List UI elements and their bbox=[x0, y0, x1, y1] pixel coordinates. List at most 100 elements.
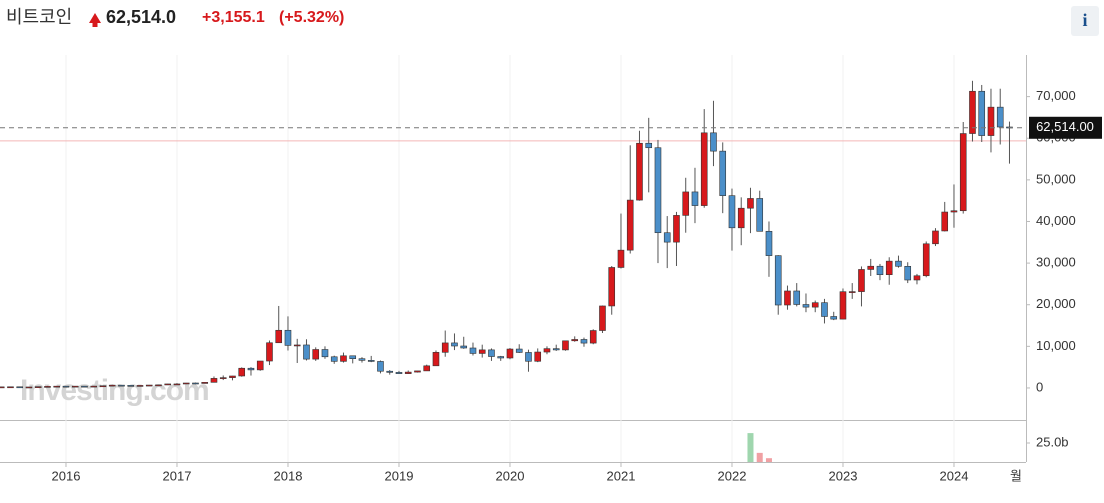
volume-tick-label: 25.0b bbox=[1036, 434, 1069, 449]
candle-body bbox=[506, 348, 514, 359]
candle-body bbox=[488, 349, 495, 357]
candle-body bbox=[821, 302, 828, 317]
x-tick-label: 2022 bbox=[718, 468, 747, 483]
candle-body bbox=[589, 330, 597, 344]
candle-body bbox=[377, 361, 384, 372]
candle-body bbox=[219, 377, 227, 379]
candle-body bbox=[53, 385, 61, 388]
candle-body bbox=[691, 191, 699, 206]
candle-body bbox=[682, 191, 690, 216]
candle-body bbox=[275, 329, 283, 344]
y-tick-label: 10,000 bbox=[1036, 338, 1076, 353]
candle-body bbox=[256, 360, 264, 371]
candle-body bbox=[423, 365, 431, 372]
candle-body bbox=[626, 199, 634, 251]
candle-body bbox=[238, 367, 246, 377]
candle-body bbox=[867, 265, 875, 270]
candle-body bbox=[784, 290, 791, 306]
candle-body bbox=[830, 316, 838, 320]
candle-body bbox=[774, 255, 782, 306]
candle-body bbox=[885, 260, 893, 276]
candle-body bbox=[913, 275, 921, 281]
candle-body bbox=[451, 342, 458, 347]
candle-body bbox=[543, 348, 551, 353]
candle-body bbox=[969, 90, 976, 134]
candle-body bbox=[441, 342, 449, 353]
candle-body bbox=[25, 386, 33, 389]
candle-body bbox=[756, 198, 764, 232]
candle-body bbox=[229, 375, 236, 378]
candle-body bbox=[608, 267, 616, 307]
candle-body bbox=[645, 142, 653, 149]
candle-body bbox=[728, 195, 736, 229]
candle-body bbox=[515, 348, 523, 353]
candle-body bbox=[404, 371, 412, 374]
x-tick-label: 2021 bbox=[607, 468, 636, 483]
candle-body bbox=[432, 352, 440, 367]
candle-body bbox=[959, 133, 967, 212]
candle-body bbox=[562, 340, 569, 351]
candle-body bbox=[580, 339, 588, 344]
candle-body bbox=[895, 260, 902, 267]
candle-body bbox=[247, 367, 255, 371]
candle-body bbox=[81, 385, 88, 388]
candle-body bbox=[293, 344, 301, 347]
candle-body bbox=[34, 386, 42, 388]
candle-body bbox=[941, 211, 949, 232]
candle-body bbox=[99, 385, 107, 388]
change: +3,155.1 bbox=[202, 9, 265, 26]
candle-body bbox=[210, 378, 218, 383]
candle-body bbox=[747, 198, 754, 209]
candle-body bbox=[497, 356, 505, 359]
y-tick-label: 20,000 bbox=[1036, 296, 1076, 311]
candle-body bbox=[460, 345, 468, 349]
x-tick-label: 2018 bbox=[274, 468, 303, 483]
candle-body bbox=[719, 150, 727, 196]
candle-body bbox=[469, 347, 477, 354]
candle-body bbox=[552, 348, 560, 351]
candle-body bbox=[599, 305, 606, 331]
candle-body bbox=[848, 291, 856, 293]
y-tick-label: 50,000 bbox=[1036, 171, 1076, 186]
candle-body bbox=[330, 356, 338, 362]
y-tick-label: 30,000 bbox=[1036, 255, 1076, 270]
candle-body bbox=[737, 207, 745, 229]
info-button[interactable] bbox=[1071, 6, 1099, 36]
price: 62,514.0 bbox=[106, 7, 176, 27]
candle-body bbox=[395, 372, 403, 374]
candle-body bbox=[7, 386, 14, 389]
candle-body bbox=[349, 355, 357, 359]
x-tick-label: 2016 bbox=[52, 468, 81, 483]
candle-body bbox=[266, 342, 273, 362]
candle-body bbox=[90, 385, 98, 388]
candle-body bbox=[164, 383, 172, 386]
x-tick-label: 2024 bbox=[940, 468, 969, 483]
up-arrow bbox=[89, 13, 101, 27]
candle-body bbox=[765, 230, 773, 256]
candle-body bbox=[145, 384, 153, 387]
candle-body bbox=[876, 265, 884, 276]
candle-body bbox=[996, 106, 1004, 128]
y-tick-label: 40,000 bbox=[1036, 213, 1076, 228]
x-tick-label: 2019 bbox=[385, 468, 414, 483]
candle-body bbox=[108, 384, 116, 387]
candle-body bbox=[136, 385, 144, 387]
info-icon[interactable]: i bbox=[1082, 10, 1087, 30]
candle-body bbox=[802, 304, 810, 308]
candle-body bbox=[932, 230, 939, 245]
candle-body bbox=[922, 243, 930, 277]
candle-body bbox=[201, 382, 209, 384]
volume-bar bbox=[756, 452, 763, 462]
candle-body bbox=[182, 382, 190, 385]
candle-body bbox=[127, 385, 135, 387]
candle-body bbox=[478, 349, 486, 354]
candle-body bbox=[386, 370, 394, 373]
change-percent: (+5.32%) bbox=[279, 9, 344, 26]
candle-body bbox=[525, 352, 532, 362]
watermark: Investing.com bbox=[20, 374, 209, 407]
candle-body bbox=[192, 382, 199, 385]
x-tick-label: 2020 bbox=[496, 468, 525, 483]
candle-body bbox=[858, 269, 865, 292]
x-tick-label: 2023 bbox=[829, 468, 858, 483]
